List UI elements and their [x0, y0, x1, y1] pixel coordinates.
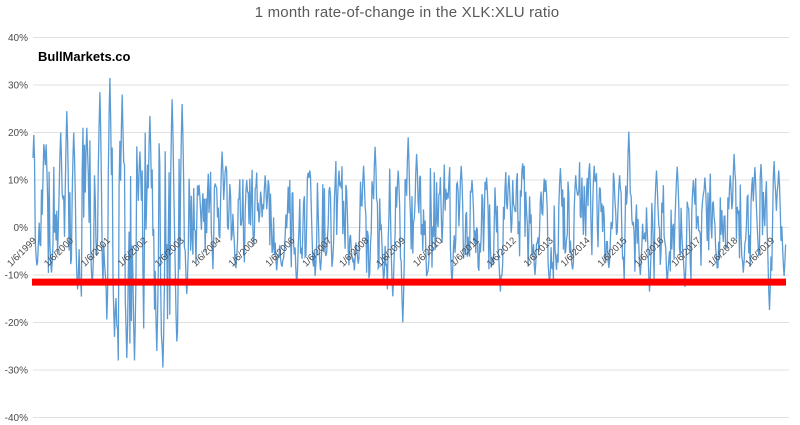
watermark-bullmarkets: BullMarkets.co	[38, 49, 131, 64]
x-axis-tick-label: 1/6/2004	[190, 235, 224, 269]
y-axis-tick-label: 30%	[8, 81, 28, 92]
y-axis-tick-label: -10%	[5, 271, 28, 282]
x-axis-tick-label: 1/6/2006	[263, 235, 297, 269]
y-axis-tick-label: 10%	[8, 176, 28, 187]
y-axis-tick-label: -30%	[5, 366, 28, 377]
y-axis-tick-label: -40%	[5, 413, 28, 424]
chart-title: 1 month rate-of-change in the XLK:XLU ra…	[254, 4, 560, 21]
y-axis-tick-label: -20%	[5, 318, 28, 329]
data-series-line	[32, 77, 787, 368]
y-axis-tick-label: 0%	[14, 223, 29, 234]
y-axis-tick-label: 40%	[8, 33, 28, 44]
threshold-line	[32, 278, 786, 286]
x-axis-tick-label: 1/6/1999	[5, 235, 39, 269]
y-axis-tick-label: 20%	[8, 128, 28, 139]
